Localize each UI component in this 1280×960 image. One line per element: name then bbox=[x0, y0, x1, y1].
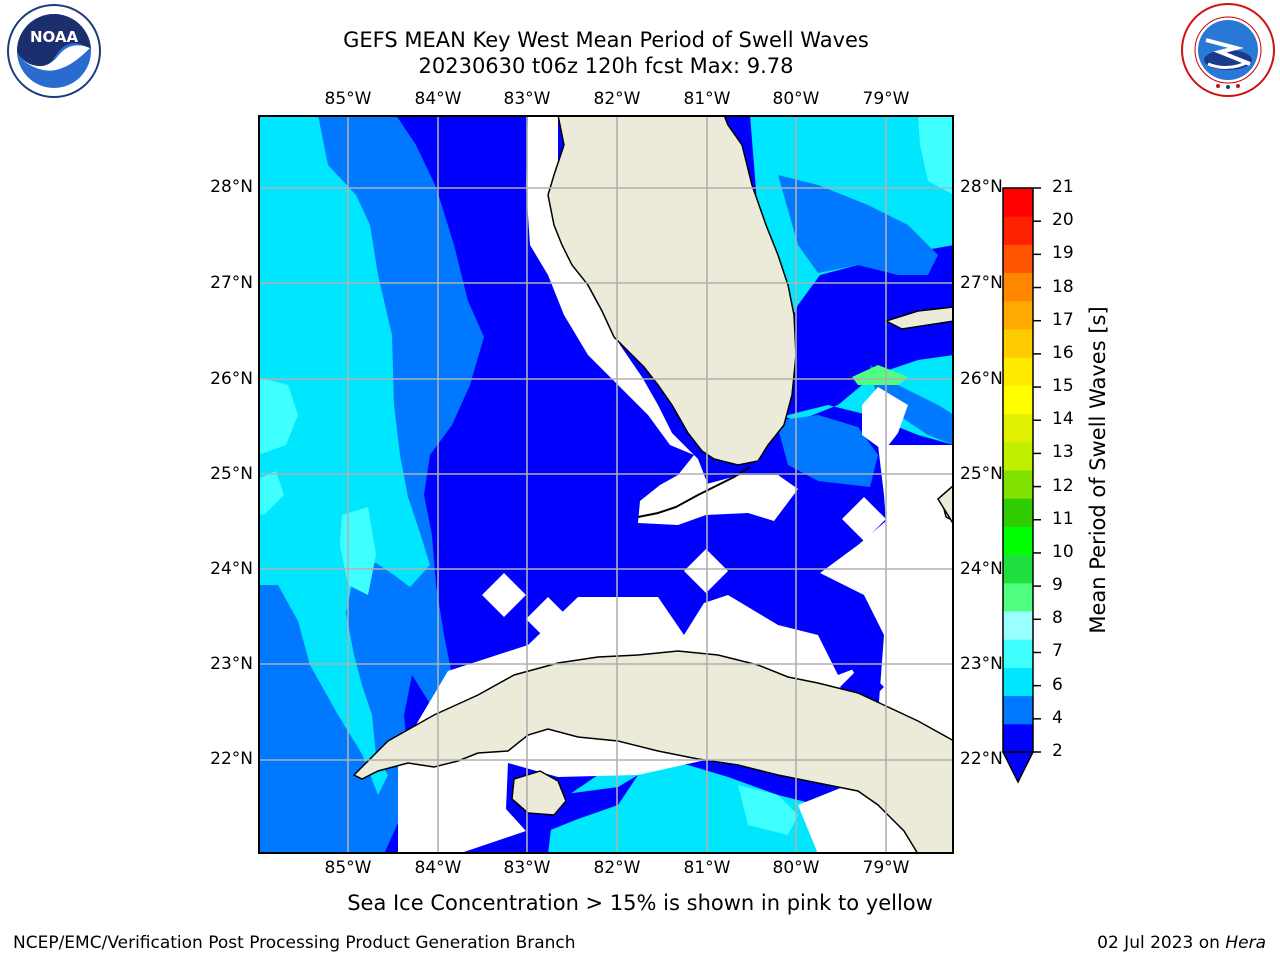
colorbar-tick-label: 19 bbox=[1052, 243, 1074, 264]
colorbar-tick-label: 17 bbox=[1052, 309, 1074, 330]
colorbar-band bbox=[1003, 329, 1033, 358]
colorbar-tick-label: 9 bbox=[1052, 575, 1063, 596]
field-level-2-south-cuba bbox=[508, 775, 638, 831]
colorbar-tick-label: 18 bbox=[1052, 276, 1074, 297]
lon-label-bottom-79w: 79°W bbox=[862, 858, 910, 878]
colorbar-tick-label: 6 bbox=[1052, 674, 1063, 695]
swell-period-map bbox=[258, 115, 954, 854]
field-level-6-7-west-1 bbox=[258, 377, 298, 455]
colorbar-tick-label: 12 bbox=[1052, 475, 1074, 496]
lat-label-right-24n: 24°N bbox=[960, 559, 1003, 579]
chart-subtitle-run-info: 20230630 t06z 120h fcst Max: 9.78 bbox=[418, 54, 794, 78]
field-level-6-7-east bbox=[918, 115, 954, 195]
lon-label-bottom-85w: 85°W bbox=[324, 858, 372, 878]
lon-label-top-79w: 79°W bbox=[862, 89, 910, 109]
colorbar-band bbox=[1003, 611, 1033, 640]
land-bahamas-south bbox=[937, 484, 954, 527]
colorbar-label: Mean Period of Swell Waves [s] bbox=[1086, 306, 1110, 634]
field-level-2-east-box bbox=[818, 573, 884, 675]
sea-ice-note: Sea Ice Concentration > 15% is shown in … bbox=[347, 891, 933, 915]
lon-label-bottom-80w: 80°W bbox=[772, 858, 820, 878]
lat-label-left-28n: 28°N bbox=[210, 177, 253, 197]
nodata-diamond-3 bbox=[684, 549, 728, 593]
chart-title: GEFS MEAN Key West Mean Period of Swell … bbox=[343, 28, 869, 52]
field-level-6-7-west-3 bbox=[258, 471, 284, 515]
field-level-2-4-east-3 bbox=[776, 415, 878, 487]
lat-label-left-25n: 25°N bbox=[210, 464, 253, 484]
colorbar-tick-label: 20 bbox=[1052, 210, 1074, 231]
colorbar-tick-label: 21 bbox=[1052, 177, 1074, 197]
land-florida bbox=[547, 115, 797, 466]
lat-label-left-23n: 23°N bbox=[210, 654, 253, 674]
land-isla-juventud bbox=[511, 770, 567, 816]
colorbar-tick-label: 16 bbox=[1052, 342, 1074, 363]
colorbar-tick-label: 15 bbox=[1052, 376, 1074, 397]
colorbar-band bbox=[1003, 300, 1033, 330]
land-cuba bbox=[352, 650, 954, 854]
nodata-region-bahamas bbox=[862, 387, 908, 451]
colorbar-band bbox=[1003, 385, 1033, 415]
graticule bbox=[258, 115, 954, 854]
colorbar-tick-label: 10 bbox=[1052, 541, 1074, 562]
colorbar-tick-label: 13 bbox=[1052, 442, 1074, 463]
lat-label-left-27n: 27°N bbox=[210, 273, 253, 293]
lat-label-right-22n: 22°N bbox=[960, 749, 1003, 769]
lon-label-bottom-82w: 82°W bbox=[593, 858, 641, 878]
colorbar-band bbox=[1003, 216, 1033, 245]
land-florida-keys bbox=[637, 466, 751, 518]
colorbar-band bbox=[1003, 526, 1033, 556]
credit-host: Hera bbox=[1225, 933, 1266, 953]
lon-label-top-82w: 82°W bbox=[593, 89, 641, 109]
credit-organization: NCEP/EMC/Verification Post Processing Pr… bbox=[13, 933, 576, 953]
noaa-logo: NOAA bbox=[7, 4, 101, 98]
lon-label-top-85w: 85°W bbox=[324, 89, 372, 109]
credit-date-host: 02 Jul 2023 on Hera bbox=[1097, 933, 1266, 953]
credit-date: 02 Jul 2023 on bbox=[1097, 933, 1226, 953]
lat-label-left-22n: 22°N bbox=[210, 749, 253, 769]
nodata-region-gulf-east bbox=[526, 115, 712, 501]
lon-label-top-83w: 83°W bbox=[503, 89, 551, 109]
lat-label-right-23n: 23°N bbox=[960, 654, 1003, 674]
national-weather-service-logo bbox=[1181, 3, 1275, 97]
lon-label-bottom-83w: 83°W bbox=[503, 858, 551, 878]
svg-text:NOAA: NOAA bbox=[30, 28, 79, 46]
nodata-diamond-1 bbox=[482, 573, 526, 617]
nodata-diamond-2 bbox=[526, 597, 570, 641]
lat-label-right-25n: 25°N bbox=[960, 464, 1003, 484]
field-level-9-10-east bbox=[852, 365, 908, 385]
lat-label-right-26n: 26°N bbox=[960, 369, 1003, 389]
lon-label-bottom-81w: 81°W bbox=[683, 858, 731, 878]
land-grand-bahama bbox=[884, 306, 954, 330]
field-level-4-6-west bbox=[258, 115, 430, 795]
colorbar-tick-label: 11 bbox=[1052, 508, 1074, 529]
nodata-region-straits bbox=[638, 475, 798, 525]
lon-label-top-84w: 84°W bbox=[414, 89, 462, 109]
field-level-6-7-west-2 bbox=[340, 507, 376, 595]
lat-label-left-24n: 24°N bbox=[210, 559, 253, 579]
colorbar-tick-label: 14 bbox=[1052, 409, 1074, 430]
nodata-diamond-4 bbox=[842, 497, 886, 541]
colorbar-tick-label: 4 bbox=[1052, 707, 1063, 728]
colorbar-tick-label: 2 bbox=[1052, 741, 1063, 761]
lon-label-bottom-84w: 84°W bbox=[414, 858, 462, 878]
field-level-6-7-south bbox=[738, 785, 798, 835]
colorbar-band bbox=[1003, 244, 1033, 274]
lon-label-top-81w: 81°W bbox=[683, 89, 731, 109]
lon-label-top-80w: 80°W bbox=[772, 89, 820, 109]
colorbar-band bbox=[1003, 695, 1033, 725]
colorbar-band bbox=[1003, 582, 1033, 612]
map-border bbox=[258, 115, 954, 854]
colorbar-tick-label: 7 bbox=[1052, 641, 1063, 662]
colorbar-tick-label: 8 bbox=[1052, 608, 1063, 629]
lat-label-left-26n: 26°N bbox=[210, 369, 253, 389]
lat-label-right-27n: 27°N bbox=[960, 273, 1003, 293]
colorbar-band bbox=[1003, 498, 1033, 527]
colorbar-band bbox=[1003, 413, 1033, 443]
field-level-2-4-east bbox=[778, 175, 938, 275]
lat-label-right-28n: 28°N bbox=[960, 177, 1003, 197]
